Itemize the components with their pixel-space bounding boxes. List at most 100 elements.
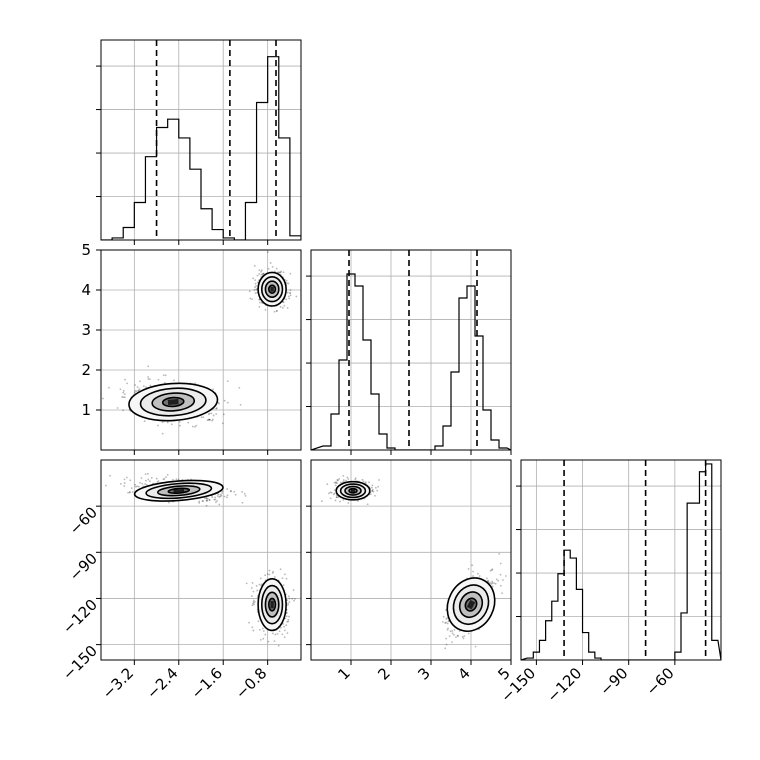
x-tick-label: 2 <box>374 664 393 683</box>
density-contour <box>257 271 287 307</box>
sample-point <box>471 564 474 567</box>
sample-point <box>364 481 367 484</box>
sample-point <box>499 573 502 576</box>
sample-point <box>342 474 345 477</box>
sample-point <box>252 590 255 593</box>
sample-point <box>156 481 159 483</box>
sample-point <box>134 485 137 488</box>
sample-point <box>256 274 259 277</box>
sample-point <box>339 481 342 484</box>
sample-point <box>372 490 375 493</box>
hist-panel-p3 <box>516 460 721 660</box>
hist-panel-p1 <box>96 40 301 240</box>
sample-point <box>207 413 210 416</box>
sample-point <box>238 386 241 389</box>
y-tick-label: −90 <box>66 549 101 584</box>
sample-point <box>276 309 278 312</box>
histogram-p3 <box>521 463 721 660</box>
x-tick-label: −2.4 <box>143 664 181 702</box>
density-contour <box>446 577 496 632</box>
sample-point <box>345 479 347 482</box>
sample-point <box>498 552 501 555</box>
y-tick-label: −60 <box>66 503 101 538</box>
density-contour <box>133 479 224 502</box>
sample-point <box>264 633 267 636</box>
sample-point <box>248 621 250 624</box>
x-tick-label: −90 <box>596 664 631 699</box>
sample-point <box>229 490 232 492</box>
sample-point <box>139 481 141 484</box>
sample-point <box>214 496 216 499</box>
sample-point <box>260 273 263 276</box>
sample-point <box>130 487 133 490</box>
sample-point <box>278 630 281 633</box>
sample-point <box>138 389 140 392</box>
sample-point <box>133 391 136 394</box>
sample-point <box>287 282 290 285</box>
sample-point <box>448 635 451 638</box>
sample-point <box>157 480 160 482</box>
sample-point <box>333 489 336 492</box>
axis-ticks-p3: −150 −120 −90 −60 <box>497 660 678 706</box>
sample-point <box>282 271 285 274</box>
sample-point <box>119 388 122 391</box>
sample-point <box>147 472 149 475</box>
sample-point <box>472 570 474 573</box>
sample-point <box>499 584 502 587</box>
sample-point <box>136 386 139 389</box>
sample-point <box>449 630 452 633</box>
sample-point <box>261 269 263 272</box>
density-contour <box>344 485 362 496</box>
sample-point <box>335 481 337 483</box>
sample-point <box>267 267 270 270</box>
sample-point <box>206 419 209 422</box>
x-tick-label: −3.2 <box>99 664 137 702</box>
sample-point <box>131 491 134 493</box>
sample-point <box>223 495 226 498</box>
sample-point <box>476 572 479 575</box>
sample-point <box>123 485 126 487</box>
sample-point <box>208 418 210 421</box>
sample-point <box>178 424 181 427</box>
sample-point <box>266 573 269 575</box>
sample-point <box>491 568 494 571</box>
sample-point <box>212 418 214 421</box>
density-contour <box>151 392 196 412</box>
sample-point <box>177 478 180 481</box>
density-frame-p1-p3 <box>100 459 302 661</box>
sample-point <box>198 502 201 504</box>
sample-point <box>268 569 271 572</box>
sample-point <box>328 492 330 495</box>
sample-point <box>213 498 216 501</box>
sample-point <box>287 295 290 298</box>
sample-point <box>320 500 323 503</box>
sample-point <box>251 626 254 629</box>
sample-point <box>334 484 337 487</box>
sample-point <box>256 281 259 284</box>
sample-point <box>366 503 369 506</box>
density-peak <box>167 399 179 405</box>
sample-point <box>116 407 119 409</box>
sample-point <box>155 477 158 480</box>
density-contour <box>464 597 478 612</box>
sample-point <box>287 618 290 621</box>
density-contour <box>161 396 185 408</box>
sample-point <box>445 618 448 620</box>
sample-point <box>371 488 374 491</box>
sample-point <box>286 291 289 294</box>
sample-point <box>134 483 137 486</box>
histogram-p2 <box>311 273 511 450</box>
sample-point <box>163 477 166 480</box>
sample-point <box>453 633 455 636</box>
sample-point <box>371 484 374 487</box>
hist-panel-p2 <box>306 250 512 450</box>
density-contour <box>458 591 484 619</box>
sample-point <box>140 477 143 479</box>
sample-point <box>451 632 454 635</box>
sample-point <box>491 582 494 584</box>
sample-point <box>467 568 470 570</box>
sample-point <box>261 273 264 276</box>
sample-point <box>125 476 128 479</box>
sample-point <box>119 483 122 485</box>
sample-point <box>368 481 370 484</box>
